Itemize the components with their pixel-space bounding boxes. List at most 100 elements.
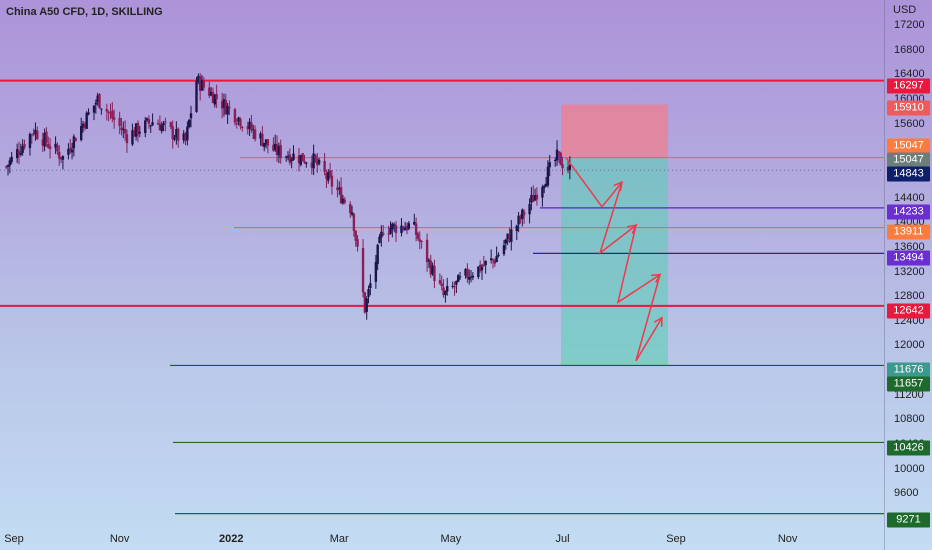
candle-body bbox=[367, 289, 370, 297]
candle-body bbox=[81, 123, 85, 128]
candle-body bbox=[341, 198, 345, 204]
candle-body bbox=[275, 144, 279, 155]
candle-body bbox=[442, 287, 445, 296]
candle-body bbox=[491, 259, 495, 261]
candle-body bbox=[414, 223, 418, 235]
candle-body bbox=[17, 150, 21, 155]
candle-body bbox=[96, 95, 99, 103]
candle-body bbox=[338, 188, 341, 190]
candle-body bbox=[352, 213, 356, 231]
candle-body bbox=[535, 194, 539, 200]
candle-body bbox=[264, 139, 268, 144]
price-tag-entry-marker: 15047 bbox=[887, 152, 930, 168]
chart-title: China A50 CFD, 1D, SKILLING bbox=[6, 6, 163, 18]
candle-body bbox=[145, 118, 149, 121]
candle-body bbox=[400, 225, 403, 234]
candle-body bbox=[151, 122, 154, 126]
candle-body bbox=[327, 172, 330, 181]
candle-body bbox=[480, 266, 484, 271]
candle-body bbox=[85, 112, 88, 129]
candle-body bbox=[94, 102, 98, 105]
currency-label: USD bbox=[893, 4, 917, 16]
candle-body bbox=[466, 268, 469, 278]
candle-body bbox=[429, 260, 432, 275]
candle-body bbox=[80, 126, 83, 141]
candle-body bbox=[440, 283, 443, 287]
candle-body bbox=[310, 162, 314, 168]
forecast-arrowhead bbox=[626, 224, 638, 234]
candle-body bbox=[508, 234, 511, 242]
candle-body bbox=[566, 166, 570, 171]
candle-body bbox=[301, 153, 304, 162]
candle-body bbox=[517, 215, 520, 225]
candle-body bbox=[112, 117, 116, 120]
candle-body bbox=[173, 138, 176, 140]
candle-body bbox=[407, 223, 410, 229]
candle-body bbox=[30, 134, 33, 136]
candle-body bbox=[391, 223, 394, 230]
candle-body bbox=[252, 129, 255, 131]
candle-body bbox=[464, 269, 467, 276]
candle-body bbox=[555, 149, 559, 161]
candle-body bbox=[19, 153, 23, 155]
candle-body bbox=[510, 229, 513, 242]
candle-body bbox=[467, 277, 471, 280]
candle-body bbox=[515, 225, 518, 231]
candle-body bbox=[45, 131, 48, 143]
forecast-arrowhead bbox=[653, 316, 663, 327]
time-label: Sep bbox=[4, 533, 24, 545]
candle-body bbox=[363, 292, 367, 313]
price-tick: 10000 bbox=[894, 462, 925, 475]
candle-body bbox=[237, 117, 240, 122]
candle-body bbox=[444, 291, 447, 295]
candle-body bbox=[387, 233, 390, 235]
candle-body bbox=[519, 216, 522, 220]
price-tick: 9600 bbox=[894, 487, 919, 500]
candle-body bbox=[156, 123, 160, 125]
time-label: 2022 bbox=[219, 533, 244, 545]
price-tick: 10800 bbox=[894, 413, 925, 426]
candle-body bbox=[184, 133, 187, 142]
candle-body bbox=[23, 144, 26, 148]
time-label: Mar bbox=[329, 533, 349, 545]
candle-body bbox=[48, 146, 52, 150]
candle-body bbox=[198, 76, 202, 91]
candle-body bbox=[72, 136, 76, 149]
price-tag-resistance: 16297 bbox=[887, 78, 930, 94]
candle-body bbox=[528, 204, 531, 215]
candle-body bbox=[61, 156, 65, 160]
candle-body bbox=[451, 285, 454, 287]
candle-body bbox=[6, 165, 10, 167]
candle-body bbox=[314, 155, 317, 160]
candle-body bbox=[420, 241, 423, 243]
price-axis-divider bbox=[884, 0, 885, 550]
price-tag-support: 9271 bbox=[887, 512, 930, 528]
candle-body bbox=[74, 138, 77, 142]
candle-body bbox=[261, 133, 264, 147]
candle-body bbox=[292, 153, 295, 160]
candle-body bbox=[446, 286, 449, 292]
time-label: Nov bbox=[109, 533, 130, 545]
stop-loss-zone bbox=[561, 104, 668, 158]
candle-body bbox=[200, 80, 204, 91]
candle-body bbox=[495, 256, 498, 263]
candle-body bbox=[58, 151, 61, 159]
candle-body bbox=[506, 233, 509, 240]
candle-body bbox=[169, 122, 173, 128]
candle-body bbox=[136, 122, 140, 135]
candle-body bbox=[224, 99, 227, 115]
price-tick: 11200 bbox=[894, 388, 924, 401]
price-tick: 13200 bbox=[894, 265, 925, 278]
candle-body bbox=[376, 244, 379, 264]
candle-body bbox=[208, 87, 211, 96]
candle-body bbox=[195, 81, 198, 112]
candle-body bbox=[134, 123, 138, 137]
price-tick: 16400 bbox=[894, 68, 925, 81]
candle-body bbox=[144, 120, 147, 134]
candle-body bbox=[43, 132, 46, 147]
time-label: Jul bbox=[555, 533, 570, 545]
price-tag-support: 12642 bbox=[887, 303, 930, 319]
candle-body bbox=[328, 170, 332, 177]
